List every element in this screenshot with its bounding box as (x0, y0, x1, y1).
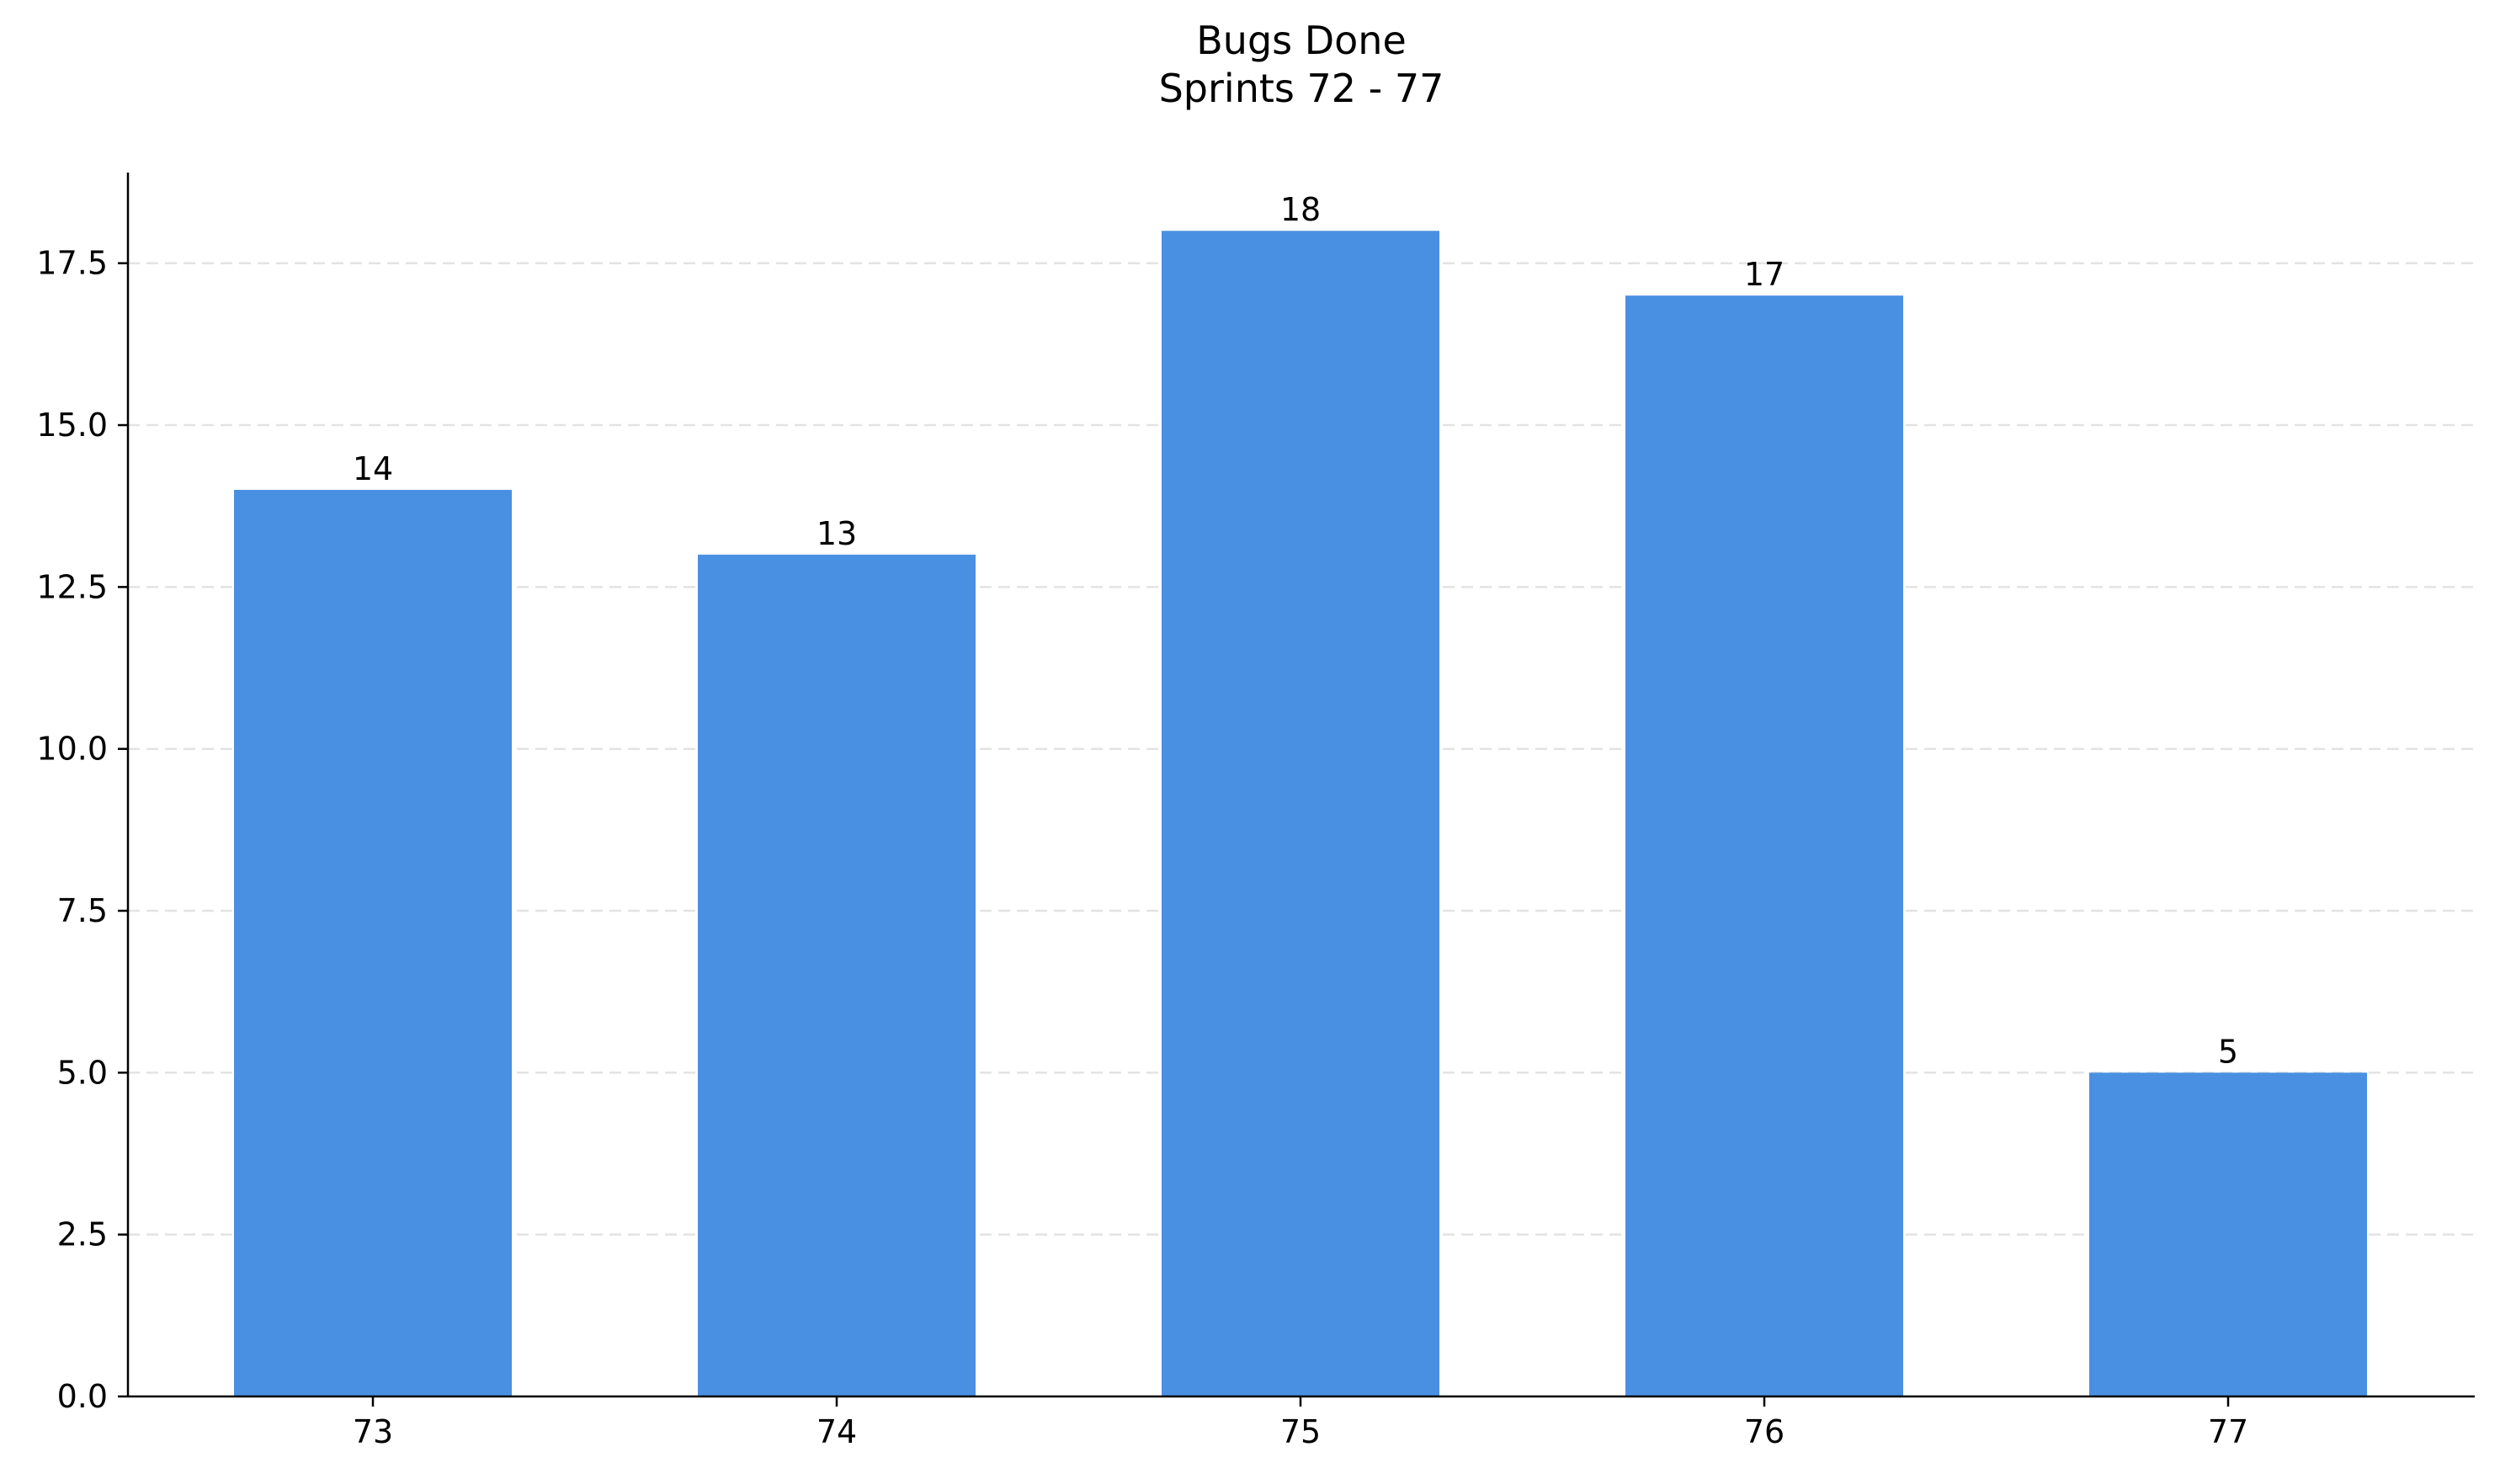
bar (1625, 295, 1903, 1396)
y-tick-label: 17.5 (36, 245, 108, 282)
y-tick-label: 12.5 (36, 568, 108, 605)
chart-subtitle: Sprints 72 - 77 (1159, 66, 1444, 111)
bar (234, 489, 512, 1397)
y-tick-label: 5.0 (57, 1054, 108, 1091)
x-tick-label: 75 (1280, 1413, 1321, 1450)
data-labels: 14 13 18 17 5 (353, 191, 2238, 1070)
x-tick-label: 74 (816, 1413, 857, 1450)
x-tick-label: 73 (353, 1413, 393, 1450)
chart-title: Bugs Done (1196, 18, 1407, 63)
bar-value-label: 13 (816, 515, 857, 552)
bar (698, 554, 976, 1396)
bar-value-label: 14 (353, 450, 393, 487)
axes: 0.0 2.5 5.0 7.5 10.0 12.5 15.0 17.5 73 74 75 76 77 (36, 173, 2475, 1450)
y-tick-label: 15.0 (36, 407, 108, 444)
bars (234, 231, 2367, 1397)
y-tick-label: 2.5 (57, 1216, 108, 1253)
y-tick-label: 0.0 (57, 1378, 108, 1415)
bar-value-label: 18 (1280, 191, 1321, 228)
bar (2089, 1072, 2367, 1396)
y-tick-label: 7.5 (57, 892, 108, 929)
y-tick-label: 10.0 (36, 731, 108, 768)
bar (1162, 231, 1439, 1397)
x-tick-label: 77 (2208, 1413, 2248, 1450)
bar-value-label: 17 (1744, 256, 1785, 293)
x-tick-label: 76 (1744, 1413, 1785, 1450)
bar-value-label: 5 (2218, 1033, 2238, 1070)
